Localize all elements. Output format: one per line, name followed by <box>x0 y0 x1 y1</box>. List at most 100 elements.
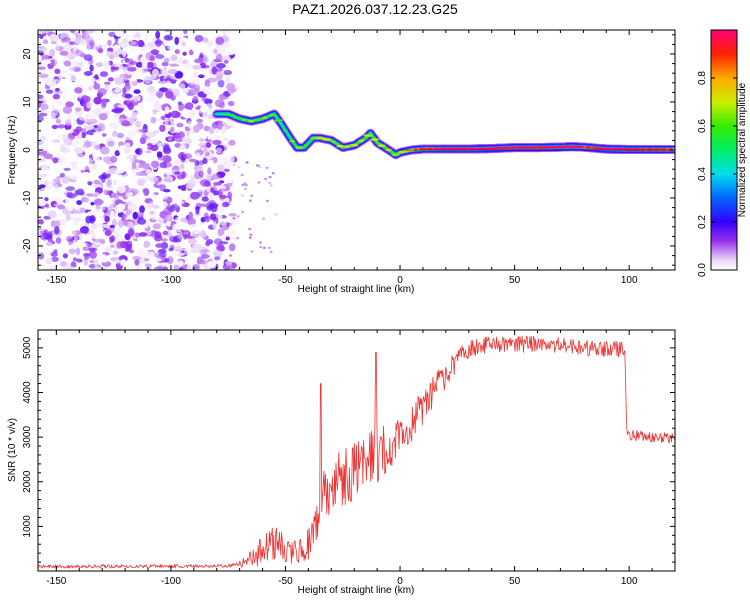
noise-blob <box>202 249 210 252</box>
noise-blob <box>128 102 134 110</box>
ridge-core <box>242 119 247 122</box>
noise-blob <box>93 194 98 198</box>
x-tick-label: -100 <box>161 576 181 587</box>
noise-blob <box>174 37 179 45</box>
ridge-core <box>296 146 303 149</box>
ridge-core <box>344 145 350 148</box>
ridge-core <box>660 148 668 151</box>
noise-blob <box>78 182 88 189</box>
noise-blob <box>84 34 91 42</box>
noise-blob <box>224 30 232 34</box>
y-tick-label: 0 <box>22 147 33 153</box>
noise-blob <box>259 246 262 248</box>
noise-blob <box>89 216 94 224</box>
noise-blob <box>98 48 103 53</box>
noise-blob <box>157 143 161 148</box>
noise-blob <box>150 211 155 215</box>
noise-blob <box>212 173 220 179</box>
noise-blob <box>162 62 169 67</box>
noise-blob <box>246 161 249 163</box>
noise-blob <box>206 174 212 180</box>
noise-blob <box>157 151 163 158</box>
noise-blob <box>82 132 86 138</box>
noise-blob <box>95 145 101 149</box>
noise-blob <box>270 251 273 253</box>
snr-y-label: SNR (10 * v/v) <box>7 418 18 482</box>
noise-blob <box>212 67 218 75</box>
noise-blob <box>182 52 186 56</box>
noise-blob <box>262 218 265 220</box>
ridge-core <box>488 147 495 150</box>
noise-blob <box>74 87 82 94</box>
noise-blob <box>133 212 139 220</box>
noise-blob <box>168 136 172 142</box>
noise-blob <box>105 126 115 133</box>
noise-blob <box>199 133 206 139</box>
noise-blob <box>127 71 131 75</box>
noise-blob <box>249 236 252 238</box>
noise-blob <box>214 256 220 260</box>
noise-blob <box>212 140 222 145</box>
colorbar-tick-label: 0.4 <box>697 167 708 181</box>
noise-blob <box>223 70 232 75</box>
noise-blob <box>241 194 244 196</box>
noise-blob <box>66 236 72 242</box>
noise-blob <box>244 188 247 190</box>
ridge-core <box>371 138 379 141</box>
noise-blob <box>219 195 227 199</box>
noise-blob <box>189 159 197 163</box>
ridge-core <box>550 146 558 149</box>
noise-blob <box>146 111 153 117</box>
noise-blob <box>46 90 53 94</box>
noise-blob <box>128 32 136 36</box>
noise-blob <box>127 131 136 136</box>
noise-blob <box>166 206 172 211</box>
noise-blob <box>58 249 63 255</box>
noise-blob <box>201 65 210 69</box>
noise-blob <box>213 182 222 186</box>
noise-blob <box>61 39 66 43</box>
noise-blob <box>173 103 178 109</box>
noise-blob <box>101 99 106 107</box>
noise-blob <box>66 114 74 120</box>
noise-blob <box>46 141 54 145</box>
noise-blob <box>96 205 101 209</box>
noise-blob <box>268 247 271 249</box>
noise-blob <box>125 137 130 140</box>
noise-blob <box>232 258 237 262</box>
noise-blob <box>216 148 222 153</box>
noise-blob <box>94 259 98 266</box>
noise-blob <box>130 116 134 124</box>
noise-blob <box>228 209 237 213</box>
ridge-core <box>593 147 597 150</box>
noise-blob <box>202 158 207 164</box>
noise-blob <box>54 226 59 234</box>
noise-blob <box>114 119 120 122</box>
noise-blob <box>57 124 65 128</box>
ridge-core <box>400 151 405 154</box>
noise-blob <box>159 252 167 257</box>
y-tick-label: 4000 <box>22 381 33 404</box>
noise-blob <box>198 74 205 78</box>
noise-blob <box>204 148 209 154</box>
noise-blob <box>74 234 78 242</box>
noise-blob <box>200 179 210 187</box>
noise-blob <box>160 162 168 169</box>
noise-blob <box>195 152 200 158</box>
noise-blob <box>98 254 107 262</box>
noise-blob <box>227 179 232 183</box>
ridge-core <box>350 144 358 147</box>
noise-blob <box>57 152 62 156</box>
noise-blob <box>113 259 123 263</box>
noise-blob <box>76 154 84 158</box>
noise-blob <box>100 147 110 155</box>
noise-blob <box>264 178 267 180</box>
y-tick-label: 10 <box>22 96 33 108</box>
noise-blob <box>68 248 76 254</box>
noise-blob <box>88 119 98 125</box>
noise-blob <box>241 211 244 213</box>
noise-blob <box>228 140 235 146</box>
noise-blob <box>175 217 181 223</box>
noise-blob <box>94 266 100 269</box>
noise-blob <box>202 112 208 119</box>
